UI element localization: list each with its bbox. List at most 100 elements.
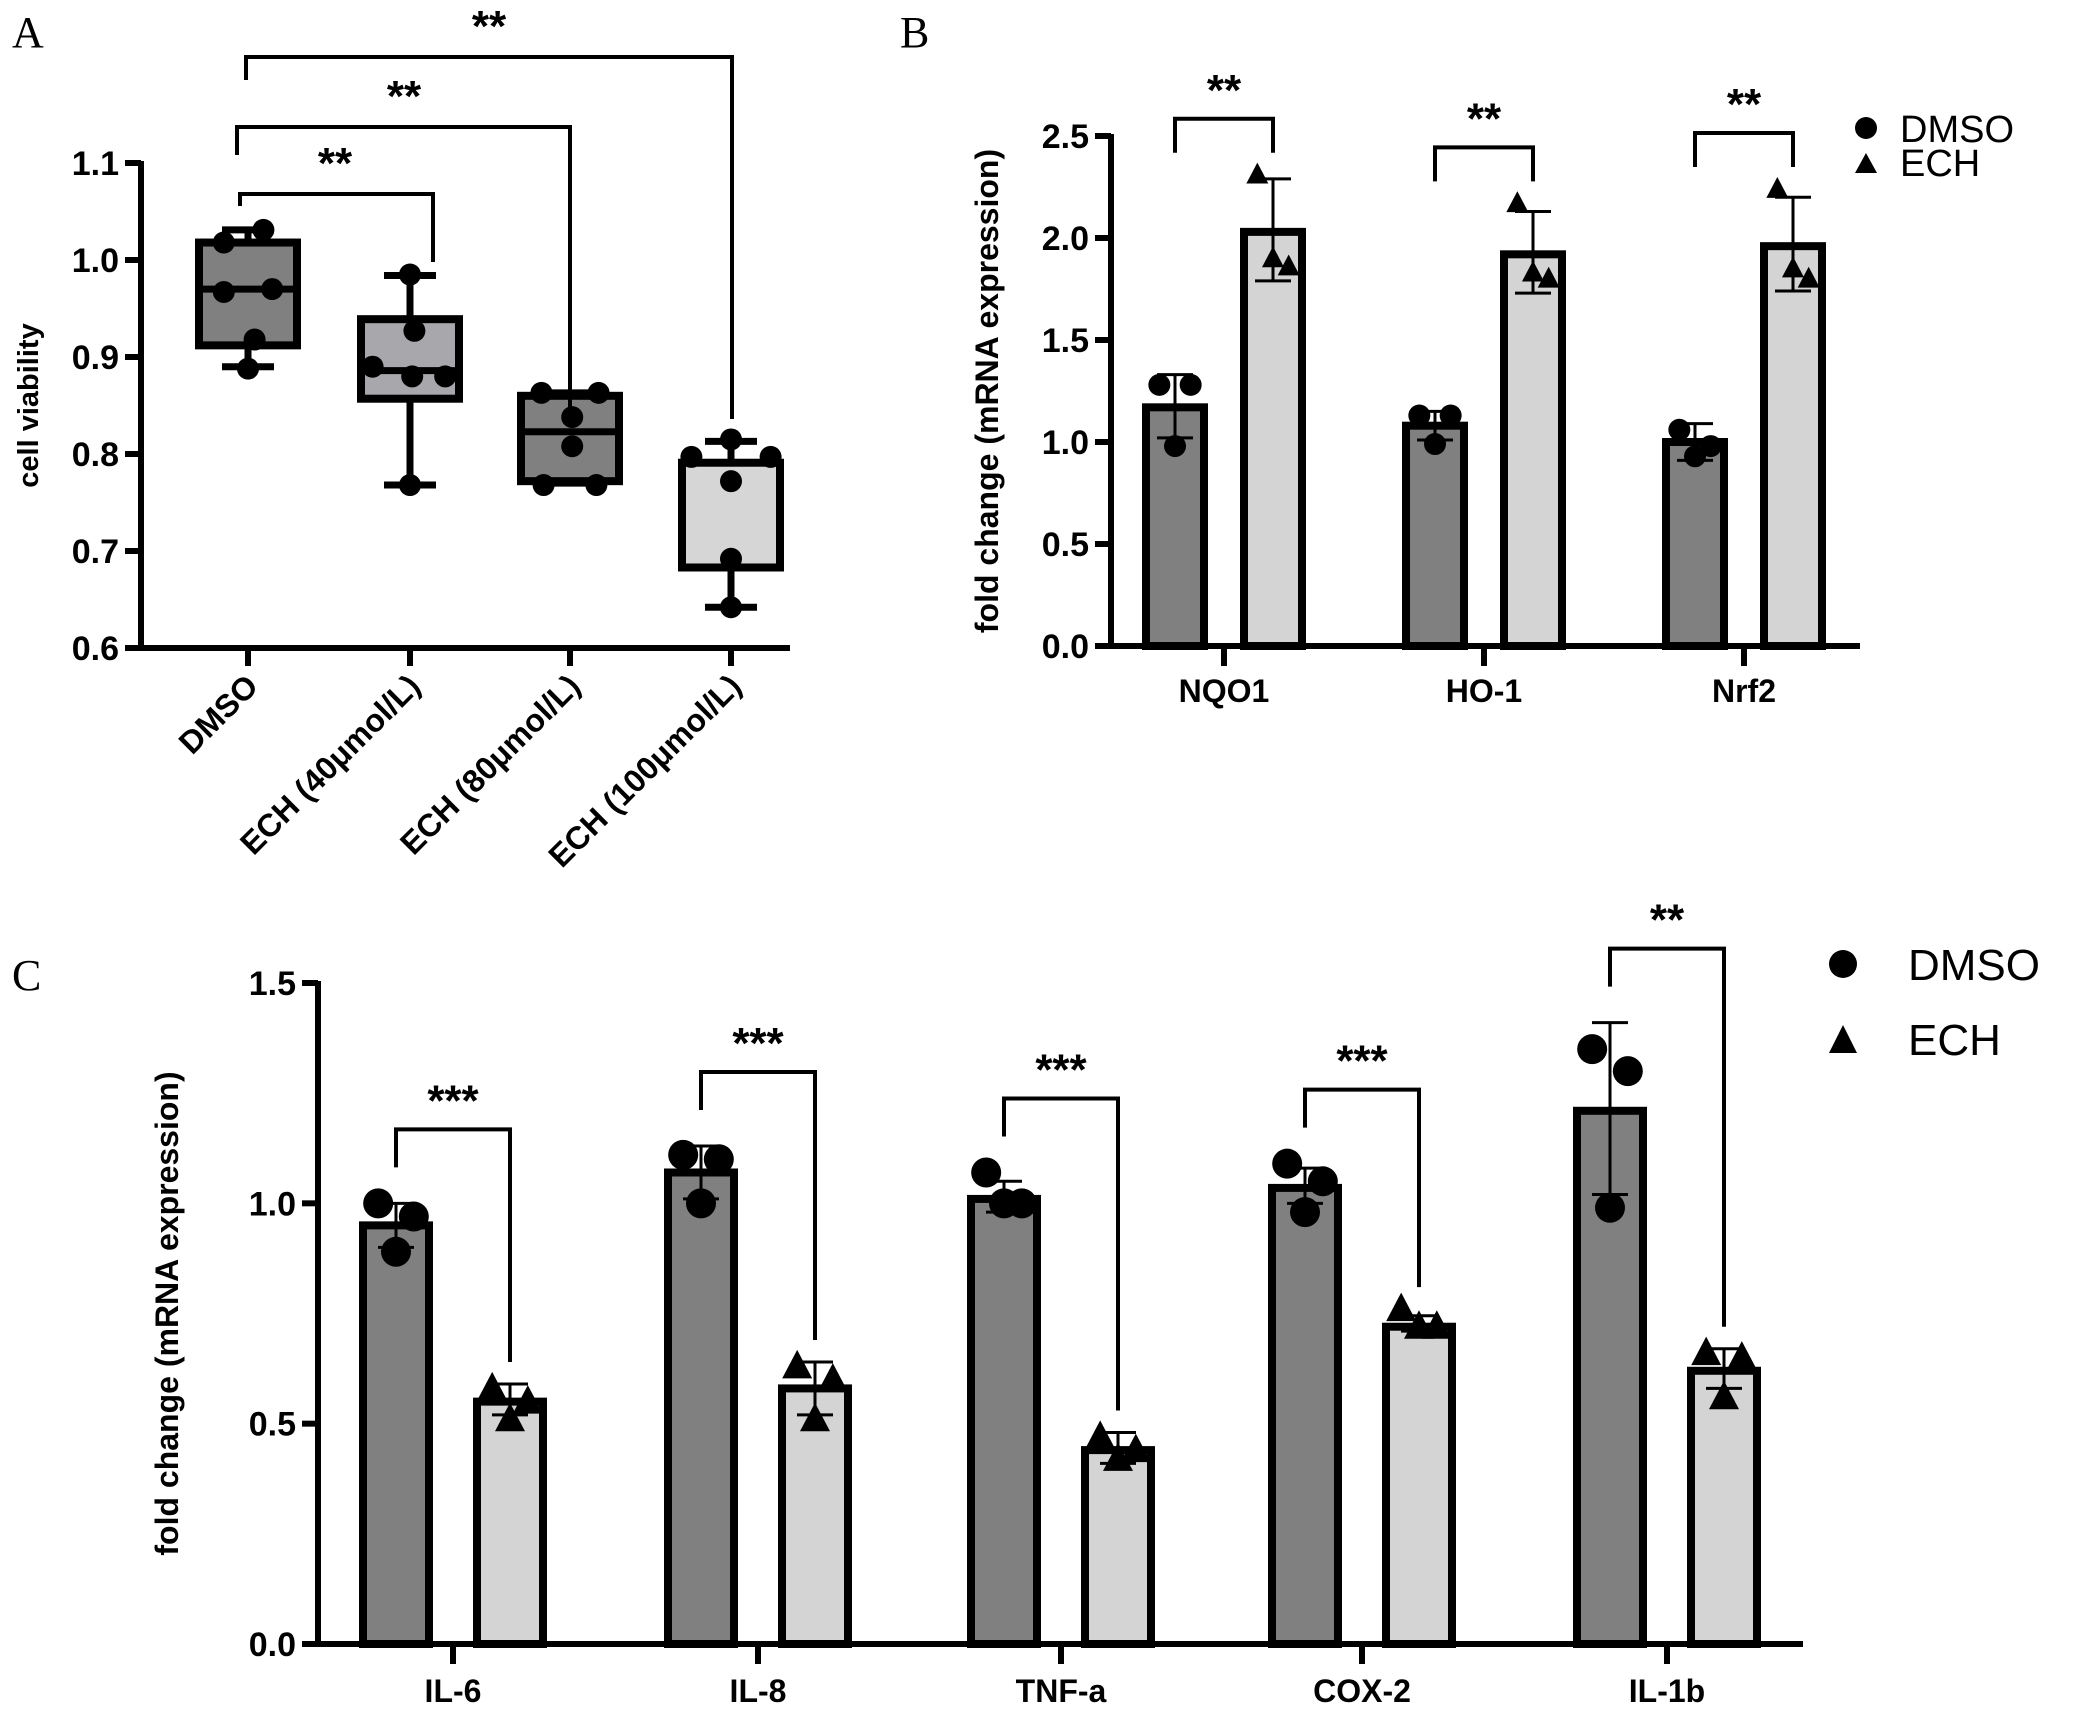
x-category-label: DMSO <box>172 667 265 760</box>
y-axis-title: cell viability <box>13 323 45 487</box>
data-point-circle <box>703 1144 734 1175</box>
significance-label: *** <box>427 1076 479 1125</box>
y-tick-label: 0.9 <box>72 339 119 377</box>
box-group <box>678 428 784 619</box>
data-point <box>243 328 266 351</box>
data-point-circle <box>1577 1034 1608 1065</box>
data-point-circle <box>1179 373 1202 396</box>
y-tick-label: 0.5 <box>249 1406 296 1444</box>
category-group <box>1573 1021 1761 1648</box>
data-point-circle <box>668 1139 699 1170</box>
data-point-circle <box>1164 435 1186 458</box>
x-category-label: Nrf2 <box>1712 673 1776 709</box>
significance-label: *** <box>1035 1045 1087 1094</box>
significance-bracket <box>1608 946 1726 1327</box>
x-category-label: COX-2 <box>1313 1673 1411 1709</box>
data-point-triangle <box>1120 1433 1151 1463</box>
panel-letter-b: B <box>900 8 929 57</box>
data-point-triangle <box>495 1402 525 1432</box>
data-point <box>720 428 742 451</box>
legend-circle-icon <box>1855 117 1877 139</box>
data-point <box>530 381 553 404</box>
data-point <box>212 281 235 304</box>
category-group <box>1142 162 1306 650</box>
data-point-triangle <box>1766 176 1789 198</box>
data-point <box>585 474 608 497</box>
y-tick-label: 1.1 <box>72 145 119 183</box>
data-point <box>399 474 421 497</box>
data-point <box>212 231 235 254</box>
data-point-triangle <box>1506 191 1529 213</box>
category-group <box>967 1157 1155 1649</box>
data-point-circle <box>1148 373 1171 396</box>
data-point <box>261 278 284 301</box>
data-point <box>434 365 457 388</box>
data-point <box>561 435 584 458</box>
significance-bracket <box>235 125 572 419</box>
significance-label: ** <box>1727 80 1762 129</box>
bar-dmso <box>664 1168 738 1649</box>
x-category-label: HO-1 <box>1446 673 1522 709</box>
data-point-triangle <box>782 1349 813 1379</box>
bar-ech <box>1500 250 1566 650</box>
category-group <box>1402 191 1566 650</box>
bar-dmso <box>967 1194 1041 1648</box>
bar-dmso <box>1268 1183 1342 1649</box>
data-point <box>720 596 742 619</box>
data-point-circle <box>1612 1056 1643 1087</box>
data-point-triangle <box>1797 266 1820 288</box>
category-group <box>664 1139 852 1649</box>
significance-label: ** <box>387 72 422 121</box>
x-category-label: TNF-a <box>1016 1673 1107 1709</box>
data-point-triangle <box>512 1385 543 1414</box>
significance-label: ** <box>318 139 353 188</box>
data-point-triangle <box>1262 246 1284 268</box>
bar-ech <box>473 1397 547 1648</box>
y-tick-label: 1.5 <box>249 965 296 1003</box>
data-point-triangle <box>1246 162 1269 184</box>
data-point-triangle <box>477 1371 508 1401</box>
significance-bracket <box>1173 116 1275 153</box>
data-point-circle <box>363 1188 394 1219</box>
bar-dmso <box>1402 421 1468 650</box>
data-point-circle <box>1307 1166 1338 1197</box>
x-category-label: IL-6 <box>425 1673 482 1709</box>
data-point-triangle <box>1709 1380 1739 1410</box>
data-point-circle <box>971 1157 1002 1188</box>
data-point-circle <box>1290 1197 1320 1228</box>
y-tick-label: 0.7 <box>72 533 119 571</box>
significance-bracket <box>238 192 435 262</box>
data-point-triangle <box>1691 1336 1722 1366</box>
legend-circle-icon <box>1829 950 1857 978</box>
significance-label: *** <box>1336 1037 1388 1086</box>
legend-label-dmso: DMSO <box>1900 109 2014 151</box>
data-point-triangle <box>1537 266 1560 288</box>
data-point <box>252 218 275 241</box>
data-point-triangle <box>1726 1341 1757 1370</box>
data-point-circle <box>989 1188 1019 1219</box>
data-point <box>759 445 782 468</box>
significance-bracket <box>1693 131 1795 168</box>
y-tick-label: 0.6 <box>72 630 119 668</box>
data-point <box>720 547 742 570</box>
y-axis-title: fold change (mRNA expression) <box>969 149 1005 633</box>
y-tick-label: 1.0 <box>72 242 119 280</box>
bar-ech <box>1081 1446 1155 1649</box>
significance-label: ** <box>1650 896 1685 945</box>
x-category-label: NQO1 <box>1179 673 1270 709</box>
y-tick-label: 0.5 <box>1042 526 1089 564</box>
legend-b: DMSO ECH <box>1855 109 2014 185</box>
data-point-circle <box>1699 435 1722 458</box>
bar-dmso <box>1662 438 1728 650</box>
data-point-triangle <box>1404 1310 1434 1339</box>
bar-ech <box>1687 1366 1761 1648</box>
y-tick-label: 0.8 <box>72 436 119 474</box>
significance-label: *** <box>732 1019 784 1068</box>
data-point-circle <box>1424 433 1446 456</box>
data-point-circle <box>686 1188 716 1219</box>
legend-label-ech: ECH <box>1908 1016 2001 1065</box>
y-tick-label: 0.0 <box>1042 628 1089 666</box>
legend-c: DMSO ECH <box>1829 941 2040 1065</box>
significance-bracket <box>244 55 734 419</box>
